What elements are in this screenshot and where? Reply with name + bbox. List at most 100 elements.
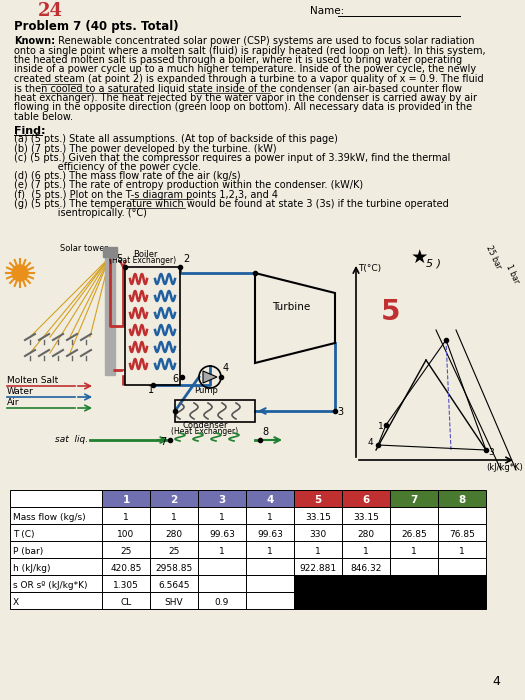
Text: 76.85: 76.85 [449, 530, 475, 539]
Bar [150, 490, 198, 507]
Text: ★: ★ [411, 248, 428, 267]
Bar [342, 592, 390, 609]
Text: 25 bar: 25 bar [484, 244, 502, 270]
Text: 1: 1 [315, 547, 321, 556]
Text: 1: 1 [267, 547, 273, 556]
Text: onto a single point where a molten salt (fluid) is rapidly heated (red loop on l: onto a single point where a molten salt … [14, 46, 486, 55]
Bar [246, 507, 294, 524]
Bar [390, 541, 438, 558]
Text: 6: 6 [172, 374, 178, 384]
Bar [438, 592, 486, 609]
Bar [10, 490, 102, 507]
Text: is then cooled to a saturated liquid state inside of the condenser (an air-based: is then cooled to a saturated liquid sta… [14, 83, 462, 94]
Bar [198, 524, 246, 541]
Text: 1: 1 [459, 547, 465, 556]
Bar [438, 490, 486, 507]
Bar [102, 524, 150, 541]
Bar [198, 541, 246, 558]
Text: 6.5645: 6.5645 [158, 581, 190, 589]
Text: the heated molten salt is passed through a boiler, where it is used to bring wat: the heated molten salt is passed through… [14, 55, 462, 65]
Bar [246, 490, 294, 507]
Text: created steam (at point 2) is expanded through a turbine to a vapor quality of x: created steam (at point 2) is expanded t… [14, 74, 484, 84]
Text: 3: 3 [488, 448, 493, 457]
Text: 3: 3 [218, 495, 226, 505]
Text: 7: 7 [160, 437, 166, 447]
Bar [10, 524, 102, 541]
Text: P (bar): P (bar) [13, 547, 43, 556]
Bar [10, 592, 102, 609]
Bar [294, 507, 342, 524]
Text: 1: 1 [148, 385, 154, 395]
Text: 4: 4 [368, 438, 374, 447]
Text: Renewable concentrated solar power (CSP) systems are used to focus solar radiati: Renewable concentrated solar power (CSP)… [55, 36, 475, 46]
Text: 26.85: 26.85 [401, 530, 427, 539]
Bar [198, 558, 246, 575]
Text: heat exchanger). The heat rejected by the water vapor in the condenser is carrie: heat exchanger). The heat rejected by th… [14, 93, 477, 103]
Text: efficiency of the power cycle.: efficiency of the power cycle. [14, 162, 201, 172]
Text: Molten Salt: Molten Salt [7, 376, 58, 385]
Bar [390, 490, 438, 507]
Bar [10, 575, 102, 592]
Text: (e) (7 pts.) The rate of entropy production within the condenser. (kW/K): (e) (7 pts.) The rate of entropy product… [14, 181, 363, 190]
Text: 99.63: 99.63 [257, 530, 283, 539]
Bar [294, 490, 342, 507]
Text: T(°C): T(°C) [358, 264, 381, 273]
Text: 846.32: 846.32 [350, 564, 382, 573]
Text: 922.881: 922.881 [299, 564, 337, 573]
Text: 4: 4 [492, 675, 500, 688]
Bar [102, 575, 150, 592]
Bar [246, 558, 294, 575]
Bar [342, 541, 390, 558]
Text: T (C): T (C) [13, 530, 35, 539]
Text: 1: 1 [123, 512, 129, 522]
Bar [438, 507, 486, 524]
Text: SHV: SHV [165, 598, 183, 607]
Bar [390, 558, 438, 575]
Text: 24: 24 [38, 2, 63, 20]
Text: 25: 25 [169, 547, 180, 556]
Text: 8: 8 [262, 427, 268, 437]
Bar [150, 524, 198, 541]
Bar [105, 255, 115, 375]
Text: flowing in the opposite direction (green loop on bottom). All necessary data is : flowing in the opposite direction (green… [14, 102, 472, 113]
Bar [150, 575, 198, 592]
Text: (d) (6 pts.) The mass flow rate of the air (kg/s): (d) (6 pts.) The mass flow rate of the a… [14, 172, 240, 181]
Bar [150, 541, 198, 558]
Text: (Heat Exchanger): (Heat Exchanger) [109, 256, 176, 265]
Text: 420.85: 420.85 [110, 564, 142, 573]
Bar [102, 592, 150, 609]
Bar [294, 558, 342, 575]
Text: Air: Air [7, 398, 19, 407]
Bar [390, 524, 438, 541]
Text: isentropically. (°C): isentropically. (°C) [14, 208, 147, 218]
Bar [294, 575, 342, 592]
Bar [294, 524, 342, 541]
Text: Mass flow (kg/s): Mass flow (kg/s) [13, 512, 86, 522]
Bar [150, 507, 198, 524]
Bar [150, 558, 198, 575]
Text: (Heat Exchanger): (Heat Exchanger) [172, 427, 238, 436]
Text: X: X [13, 598, 19, 607]
Text: 1: 1 [122, 495, 130, 505]
Text: 1: 1 [171, 512, 177, 522]
Text: (a) (5 pts.) State all assumptions. (At top of backside of this page): (a) (5 pts.) State all assumptions. (At … [14, 134, 338, 144]
Bar [246, 592, 294, 609]
Text: CL: CL [120, 598, 132, 607]
Bar [198, 490, 246, 507]
Text: Turbine: Turbine [272, 302, 310, 312]
Bar [390, 507, 438, 524]
Text: 5: 5 [314, 495, 322, 505]
Bar [342, 524, 390, 541]
Bar [342, 490, 390, 507]
Text: (b) (7 pts.) The power developed by the turbine. (kW): (b) (7 pts.) The power developed by the … [14, 144, 277, 154]
Bar [198, 575, 246, 592]
Bar [198, 507, 246, 524]
Text: 7: 7 [411, 495, 418, 505]
Text: 100: 100 [118, 530, 134, 539]
Bar [438, 524, 486, 541]
Text: 5 ): 5 ) [426, 259, 441, 269]
Bar [246, 575, 294, 592]
Bar [102, 558, 150, 575]
Text: 1: 1 [219, 512, 225, 522]
Text: 2: 2 [171, 495, 177, 505]
